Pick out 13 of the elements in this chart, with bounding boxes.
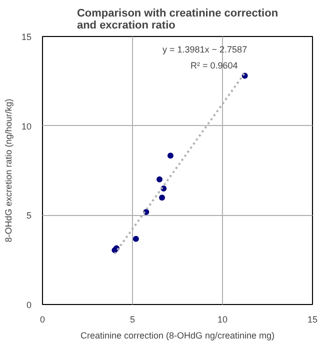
y-tick-label: 10 bbox=[21, 121, 32, 132]
annotation: R² = 0.9604 bbox=[190, 60, 238, 70]
y-tick-label: 0 bbox=[26, 300, 32, 310]
x-tick-label: 0 bbox=[40, 314, 46, 324]
annotation: y = 1.3981x − 2.7587 bbox=[162, 44, 248, 54]
y-tick-label: 15 bbox=[21, 32, 32, 42]
y-tick-label: 5 bbox=[26, 210, 32, 221]
x-tick-label: 5 bbox=[130, 314, 136, 324]
x-axis-title: Creatinine correction (8-OHdG ng/creatinine mg) bbox=[80, 330, 275, 340]
y-axis-title: 8-OHdG excretion ratio (ng/hour/kg) bbox=[3, 98, 14, 242]
x-tick-label: 10 bbox=[217, 314, 228, 324]
x-tick-label: 15 bbox=[307, 314, 318, 324]
chart-title: Comparison with creatinine correction and excration ratio bbox=[76, 8, 278, 32]
